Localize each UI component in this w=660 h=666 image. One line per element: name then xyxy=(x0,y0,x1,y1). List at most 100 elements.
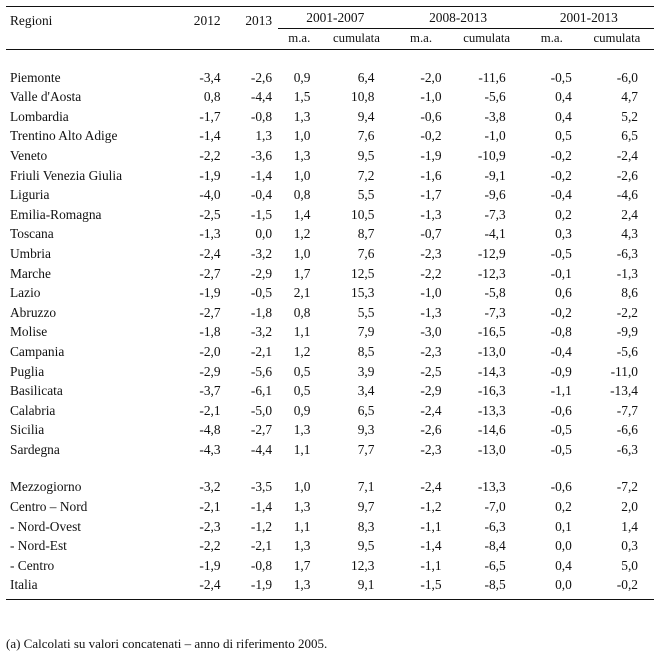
value-cell: -1,5 xyxy=(392,575,450,601)
value-cell: -6,3 xyxy=(616,245,638,261)
region-name-cell: Basilicata xyxy=(10,383,63,399)
value-cell: -4,4 xyxy=(250,89,273,105)
value-cell: -1,3 xyxy=(616,265,638,281)
header-2012: 2012 xyxy=(183,6,233,50)
table-row: Molise -1,8 -3,2 1,1 7,9 -3,0 -16,5 -0,8 -9,9 xyxy=(6,322,654,342)
value-cell: 1,3 xyxy=(278,575,321,601)
value-cell: 0,3 xyxy=(621,538,638,554)
value-cell: -2,6 xyxy=(250,69,273,85)
value-cell: -2,9 xyxy=(199,363,221,379)
value-cell: -2,6 xyxy=(420,422,442,438)
value-cell: -1,1 xyxy=(550,383,572,399)
value-cell: 0,0 xyxy=(555,538,572,554)
region-name-cell: Trentino Alto Adige xyxy=(10,128,118,144)
value-cell: -6,1 xyxy=(250,383,273,399)
value-cell: 10,8 xyxy=(351,89,375,105)
spacer-row xyxy=(6,49,654,68)
value-cell: -2,7 xyxy=(250,422,273,438)
value-cell: -1,9 xyxy=(420,147,442,163)
value-cell: -1,4 xyxy=(199,128,221,144)
spacer-cell xyxy=(6,49,654,68)
value-cell: -1,4 xyxy=(250,167,273,183)
value-cell: -4,3 xyxy=(199,441,221,457)
region-name-cell: Piemonte xyxy=(10,69,61,85)
value-cell: 15,3 xyxy=(351,285,375,301)
table-row: Abruzzo -2,7 -1,8 0,8 5,5 -1,3 -7,3 -0,2 -2,2 xyxy=(6,303,654,323)
value-cell: 9,5 xyxy=(357,147,375,163)
value-cell: -2,4 xyxy=(199,245,221,261)
value-cell: -2,5 xyxy=(420,363,442,379)
value-cell: -1,1 xyxy=(420,557,442,573)
value-cell: 1,0 xyxy=(293,128,311,144)
value-cell: -1,9 xyxy=(199,167,221,183)
value-cell: -2,4 xyxy=(616,147,638,163)
value-cell: 1,0 xyxy=(293,245,311,261)
value-cell: -0,6 xyxy=(550,402,572,418)
region-name-cell: Emilia-Romagna xyxy=(10,206,102,222)
value-cell: 1,3 xyxy=(255,128,273,144)
value-cell: -1,9 xyxy=(199,285,221,301)
value-cell: -2,4 xyxy=(420,402,442,418)
table-row: Basilicata -3,7 -6,1 0,5 3,4 -2,9 -16,3 -1,1 -13… xyxy=(6,381,654,401)
table-row: - Nord-Ovest -2,3 -1,2 1,1 8,3 -1,1 -6,3 0,1 1,4 xyxy=(6,517,654,537)
region-name-cell: Lombardia xyxy=(10,108,69,124)
value-cell: 7,7 xyxy=(357,441,375,457)
value-cell: -11,0 xyxy=(610,363,638,379)
value-cell: -8,4 xyxy=(484,538,506,554)
header-cumulata: cumulata xyxy=(449,28,524,50)
table-row: Friuli Venezia Giulia -1,9 -1,4 1,0 7,2 -1,6 -… xyxy=(6,166,654,186)
value-cell: 9,5 xyxy=(357,538,375,554)
region-name-cell: Lazio xyxy=(10,285,41,301)
value-cell: 2,4 xyxy=(621,206,638,222)
value-cell: -2,7 xyxy=(199,265,221,281)
value-cell: 9,3 xyxy=(357,422,375,438)
value-cell: -0,4 xyxy=(550,343,572,359)
value-cell: -8,5 xyxy=(449,575,524,601)
value-cell: 5,5 xyxy=(357,304,375,320)
value-cell: -1,7 xyxy=(199,108,221,124)
value-cell: 6,4 xyxy=(357,69,375,85)
value-cell: 1,3 xyxy=(293,422,311,438)
value-cell: 1,3 xyxy=(293,538,311,554)
value-cell: 8,3 xyxy=(357,518,375,534)
header-group-2001-2013: 2001-2013 xyxy=(523,6,654,29)
value-cell: 0,4 xyxy=(555,89,572,105)
value-cell: -13,4 xyxy=(610,383,638,399)
value-cell: 0,2 xyxy=(555,206,572,222)
header-row-1: Regioni 2012 2013 2001-2007 2008-2013 20… xyxy=(6,6,654,50)
value-cell: 1,3 xyxy=(293,499,311,515)
value-cell: 1,3 xyxy=(293,108,311,124)
region-name-cell: Molise xyxy=(10,324,48,340)
region-name-cell: Friuli Venezia Giulia xyxy=(10,167,123,183)
table-row: Liguria -4,0 -0,4 0,8 5,5 -1,7 -9,6 -0,4 -4,6 xyxy=(6,185,654,205)
value-cell: -1,0 xyxy=(420,89,442,105)
region-name-cell: Valle d'Aosta xyxy=(10,89,82,105)
value-cell: -16,5 xyxy=(477,324,506,340)
table-row: Veneto -2,2 -3,6 1,3 9,5 -1,9 -10,9 -0,2 -2,4 xyxy=(6,146,654,166)
value-cell: 1,1 xyxy=(293,324,311,340)
value-cell: 0,1 xyxy=(555,518,572,534)
value-cell: 5,5 xyxy=(357,187,375,203)
region-name-cell: Veneto xyxy=(10,147,48,163)
value-cell: 1,7 xyxy=(293,265,311,281)
table-row: Trentino Alto Adige -1,4 1,3 1,0 7,6 -0,2 -1,0… xyxy=(6,126,654,146)
value-cell: -1,9 xyxy=(199,557,221,573)
region-name-cell: Abruzzo xyxy=(10,304,57,320)
value-cell: -5,6 xyxy=(616,343,638,359)
value-cell: -4,0 xyxy=(199,187,221,203)
value-cell: 7,1 xyxy=(357,479,375,495)
table-row: Umbria -2,4 -3,2 1,0 7,6 -2,3 -12,9 -0,5 -6,3 xyxy=(6,244,654,264)
value-cell: -13,0 xyxy=(477,441,506,457)
value-cell: -2,1 xyxy=(199,499,221,515)
value-cell: 1,2 xyxy=(293,226,311,242)
value-cell: -6,5 xyxy=(484,557,506,573)
value-cell: -0,5 xyxy=(550,441,572,457)
value-cell: -0,2 xyxy=(579,575,654,601)
value-cell: -3,0 xyxy=(420,324,442,340)
value-cell: -0,7 xyxy=(420,226,442,242)
value-cell: -0,2 xyxy=(550,167,572,183)
value-cell: -13,0 xyxy=(477,343,506,359)
value-cell: -5,0 xyxy=(250,402,273,418)
table-row: Puglia -2,9 -5,6 0,5 3,9 -2,5 -14,3 -0,9 -11,0 xyxy=(6,362,654,382)
value-cell: 0,8 xyxy=(293,187,311,203)
